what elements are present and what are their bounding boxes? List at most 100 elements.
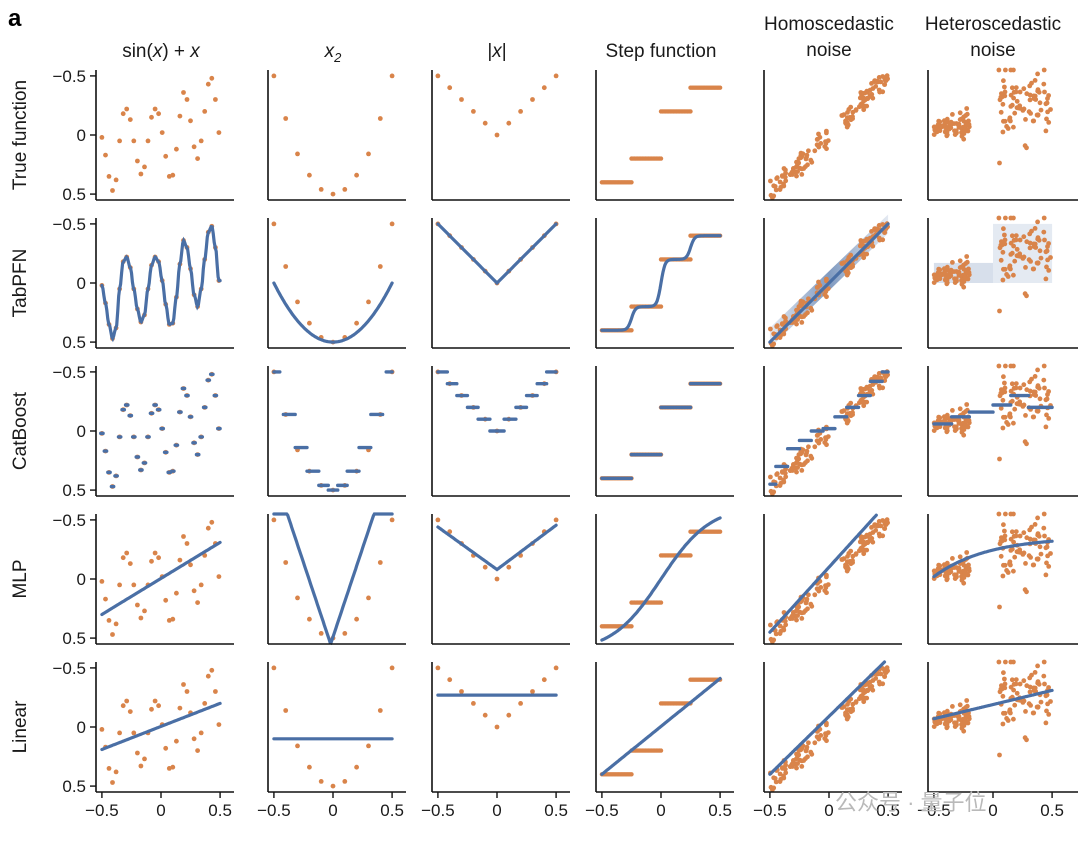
data-point: [553, 517, 559, 523]
data-point: [1011, 215, 1016, 221]
data-point: [803, 460, 808, 466]
data-point: [1024, 737, 1029, 743]
y-tick-label: 0.5: [62, 185, 86, 204]
data-point: [957, 406, 963, 412]
data-point: [779, 321, 785, 326]
data-point: [295, 743, 300, 749]
data-point: [124, 698, 130, 704]
data-point: [435, 665, 441, 671]
data-point: [996, 67, 1002, 73]
data-point: [768, 622, 773, 628]
data-point: [804, 152, 810, 158]
data-point: [1011, 687, 1016, 693]
data-point: [191, 736, 197, 742]
data-point: [1035, 71, 1040, 77]
data-point: [1002, 84, 1007, 90]
data-point: [295, 151, 300, 157]
data-point: [530, 97, 535, 102]
data-point: [688, 109, 693, 114]
data-point: [1004, 716, 1009, 721]
data-point: [1011, 95, 1016, 101]
data-point: [950, 112, 955, 117]
data-point: [799, 764, 805, 769]
data-point: [857, 548, 862, 554]
prediction-line: [436, 523, 558, 572]
data-point: [806, 444, 811, 450]
data-point: [1007, 559, 1013, 565]
data-point: [1035, 556, 1041, 562]
data-point: [771, 193, 777, 199]
data-point: [1027, 684, 1033, 690]
data-point: [823, 141, 829, 146]
data-point: [135, 750, 140, 756]
data-point: [823, 437, 829, 442]
data-point: [812, 740, 818, 746]
data-point: [816, 736, 822, 742]
data-point: [1036, 237, 1042, 243]
data-point: [195, 600, 201, 605]
data-point: [1046, 416, 1052, 421]
data-point: [482, 712, 488, 718]
data-point: [295, 299, 300, 305]
data-point: [366, 595, 371, 601]
row-label-mlp: MLP: [10, 559, 31, 598]
data-point: [541, 677, 547, 683]
data-point: [1035, 367, 1040, 373]
data-point: [99, 135, 105, 140]
data-point: [1014, 253, 1020, 259]
data-point: [181, 534, 186, 539]
data-point: [1041, 659, 1047, 665]
data-point: [958, 125, 963, 130]
data-point: [876, 531, 882, 537]
data-point: [209, 667, 215, 673]
data-point: [860, 238, 865, 244]
prediction-line: [272, 281, 394, 344]
data-point: [942, 425, 948, 431]
data-point: [804, 596, 810, 602]
data-point: [271, 517, 277, 523]
data-point: [1009, 677, 1015, 683]
data-point: [106, 766, 112, 771]
data-point: [868, 686, 874, 691]
data-point: [952, 276, 957, 282]
data-point: [846, 551, 852, 556]
data-point: [342, 779, 348, 784]
data-point: [138, 171, 144, 177]
prediction-line: [600, 516, 722, 642]
data-point: [779, 469, 785, 474]
data-point: [1044, 560, 1049, 566]
data-point: [936, 414, 942, 420]
data-point: [824, 572, 829, 578]
data-point: [781, 627, 787, 633]
panel-letter: a: [8, 5, 22, 32]
data-point: [1000, 693, 1006, 699]
data-point: [1011, 363, 1016, 369]
data-point: [1027, 245, 1033, 251]
data-point: [1011, 67, 1016, 73]
data-point: [1042, 533, 1047, 539]
data-point: [389, 73, 395, 79]
data-point: [110, 780, 115, 785]
data-point: [781, 166, 787, 171]
data-point: [781, 314, 787, 319]
data-point: [103, 152, 108, 158]
panel-tabpfn-homo: [763, 214, 902, 349]
data-point: [318, 187, 324, 192]
data-point: [1009, 85, 1015, 91]
data-point: [771, 489, 777, 495]
data-point: [191, 144, 197, 150]
panel-true-homo: [763, 70, 902, 201]
data-point: [957, 554, 963, 560]
data-point: [882, 674, 888, 679]
data-point: [791, 166, 796, 171]
data-point: [506, 120, 512, 126]
data-point: [1011, 511, 1016, 517]
data-point: [774, 471, 780, 477]
data-point: [318, 631, 324, 636]
data-point: [824, 442, 829, 448]
data-point: [131, 138, 137, 144]
data-point: [804, 448, 810, 454]
data-point: [944, 577, 950, 583]
data-point: [876, 383, 882, 389]
data-point: [1004, 420, 1009, 425]
